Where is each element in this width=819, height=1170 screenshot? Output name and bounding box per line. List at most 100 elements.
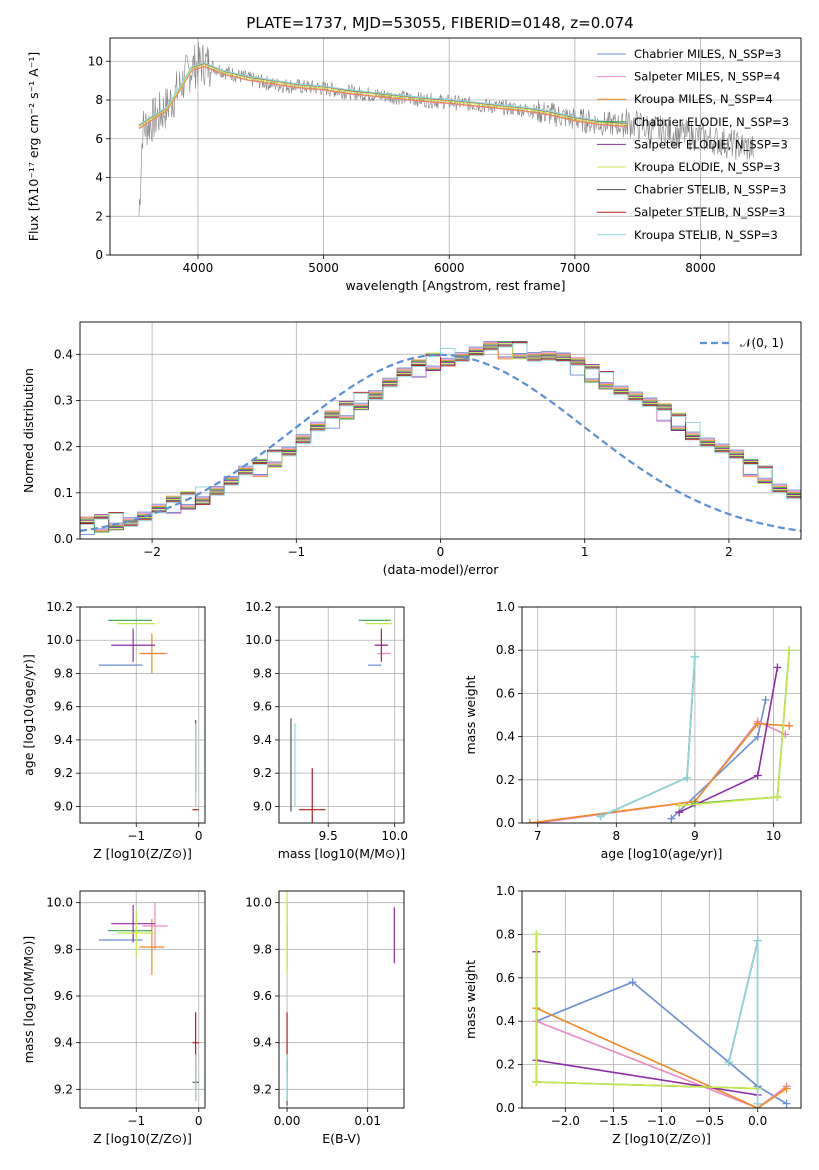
y-tick-label: 10.2 bbox=[46, 600, 73, 614]
y-tick-label: 9.6 bbox=[54, 700, 73, 714]
y-tick-label: 9.0 bbox=[253, 799, 272, 813]
y-tick-label: 0.0 bbox=[54, 532, 73, 546]
y-axis-label: Normed distribution bbox=[21, 368, 36, 493]
x-tick-label: 1 bbox=[581, 545, 589, 559]
y-tick-label: 9.0 bbox=[54, 799, 73, 813]
mass-vs-extinction-panel: 0.00 0.01 9.2 9.4 9.6 9.8 10.0 E(B-V) bbox=[245, 890, 405, 1146]
age-vs-metallicity-panel: −1 0 9.0 9.2 9.4 9.6 9.8 10.0 10.2 Z [log10(Z/Z⊙)… bbox=[21, 600, 206, 861]
axes-frame bbox=[79, 321, 802, 540]
x-tick-label: 8 bbox=[612, 829, 620, 843]
histogram-steps bbox=[80, 341, 801, 535]
series-line bbox=[536, 1020, 788, 1108]
y-tick-label: 0.6 bbox=[496, 686, 515, 700]
y-tick-label: 9.2 bbox=[253, 1082, 272, 1096]
plus-marker bbox=[532, 930, 541, 939]
x-tick-label: 5000 bbox=[308, 261, 339, 275]
error-bars bbox=[98, 902, 199, 1101]
y-tick-label: 2 bbox=[95, 209, 103, 223]
y-tick-label: 10.0 bbox=[245, 896, 272, 910]
y-tick-label: 0.0 bbox=[496, 816, 515, 830]
plus-marker bbox=[753, 771, 762, 780]
legend-label: Kroupa ELODIE, N_SSP=3 bbox=[634, 160, 780, 174]
x-tick-label: 10.0 bbox=[381, 829, 408, 843]
plus-marker bbox=[724, 1058, 733, 1067]
x-axis-label: wavelength [Angstrom, rest frame] bbox=[345, 278, 565, 293]
y-tick-label: 0 bbox=[95, 248, 103, 262]
x-tick-label: −1.5 bbox=[599, 1114, 628, 1128]
plot-area bbox=[80, 891, 205, 1108]
data-point bbox=[111, 905, 155, 943]
y-tick-label: 0.1 bbox=[54, 486, 73, 500]
y-tick-label: 0.2 bbox=[496, 773, 515, 787]
histogram-series bbox=[80, 341, 801, 533]
y-tick-label: 9.2 bbox=[54, 766, 73, 780]
plus-marker bbox=[667, 814, 676, 823]
weight-lines bbox=[532, 930, 791, 1108]
legend-label: Kroupa STELIB, N_SSP=3 bbox=[634, 228, 778, 242]
error-bars bbox=[286, 891, 395, 1106]
plus-marker bbox=[753, 719, 762, 728]
y-tick-label: 0.8 bbox=[496, 927, 515, 941]
plus-marker bbox=[773, 663, 782, 672]
model-spectrum bbox=[138, 62, 628, 126]
plus-marker bbox=[753, 1099, 762, 1108]
axes-frame bbox=[278, 606, 405, 824]
plus-marker bbox=[683, 773, 692, 782]
y-tick-label: 9.4 bbox=[253, 733, 272, 747]
normal-curve bbox=[80, 353, 801, 532]
x-axis-label: Z [log10(Z/Z⊙)] bbox=[612, 1131, 711, 1146]
y-tick-label: 9.2 bbox=[54, 1082, 73, 1096]
axes-frame bbox=[109, 37, 802, 256]
axes-frame bbox=[521, 890, 802, 1109]
y-tick-label: 9.4 bbox=[253, 1036, 272, 1050]
plot-area bbox=[279, 891, 404, 1108]
plus-marker bbox=[753, 936, 762, 945]
y-tick-label: 0.4 bbox=[496, 1014, 515, 1028]
data-point bbox=[111, 628, 155, 662]
x-tick-label: −2.0 bbox=[551, 1114, 580, 1128]
plus-marker bbox=[628, 978, 637, 987]
y-tick-label: 0.8 bbox=[496, 643, 515, 657]
x-tick-label: 0 bbox=[195, 1114, 203, 1128]
y-tick-label: 9.6 bbox=[253, 989, 272, 1003]
x-axis-label: age [log10(age/yr)] bbox=[601, 846, 723, 861]
y-axis-label: mass weight bbox=[463, 960, 478, 1039]
plot-area bbox=[522, 607, 801, 823]
histogram-series bbox=[80, 342, 801, 531]
plus-marker bbox=[532, 1077, 541, 1086]
y-tick-label: 9.2 bbox=[253, 766, 272, 780]
data-point bbox=[374, 628, 389, 662]
x-tick-label: −1 bbox=[127, 829, 145, 843]
histogram-series bbox=[80, 342, 801, 526]
data-point bbox=[139, 919, 165, 975]
plus-marker bbox=[690, 652, 699, 661]
y-tick-label: 9.4 bbox=[54, 733, 73, 747]
y-tick-label: 0.3 bbox=[54, 393, 73, 407]
histogram-series bbox=[80, 342, 801, 529]
series-line bbox=[536, 1007, 788, 1108]
legend-label: Kroupa MILES, N_SSP=4 bbox=[634, 92, 773, 106]
mass-vs-metallicity-panel: −1 0 9.2 9.4 9.6 9.8 10.0 Z [log10(Z/Z⊙)] mass [… bbox=[21, 890, 206, 1146]
x-tick-label: −2 bbox=[143, 545, 161, 559]
weight-lines bbox=[525, 646, 794, 823]
histogram-series bbox=[80, 343, 801, 530]
y-tick-label: 10.0 bbox=[46, 633, 73, 647]
y-tick-label: 9.6 bbox=[253, 700, 272, 714]
axes-frame bbox=[79, 606, 206, 824]
series-line bbox=[536, 981, 788, 1105]
x-tick-label: 7 bbox=[534, 829, 542, 843]
y-tick-label: 4 bbox=[95, 171, 103, 185]
y-axis-label: age [log10(age/yr)] bbox=[21, 654, 36, 776]
histogram-series bbox=[80, 341, 801, 531]
plus-marker bbox=[753, 732, 762, 741]
axes-frame bbox=[278, 890, 405, 1109]
observed-spectrum-tail bbox=[624, 108, 754, 160]
x-tick-label: −1 bbox=[127, 1114, 145, 1128]
x-tick-label: 0.00 bbox=[274, 1114, 301, 1128]
legend-label: Chabrier MILES, N_SSP=3 bbox=[634, 47, 781, 61]
y-axis-label: mass [log10(M/M⊙)] bbox=[21, 936, 36, 1064]
x-tick-label: 0 bbox=[437, 545, 445, 559]
histogram-series bbox=[80, 341, 801, 535]
data-point bbox=[298, 768, 326, 823]
legend-label: Salpeter STELIB, N_SSP=3 bbox=[634, 205, 785, 219]
